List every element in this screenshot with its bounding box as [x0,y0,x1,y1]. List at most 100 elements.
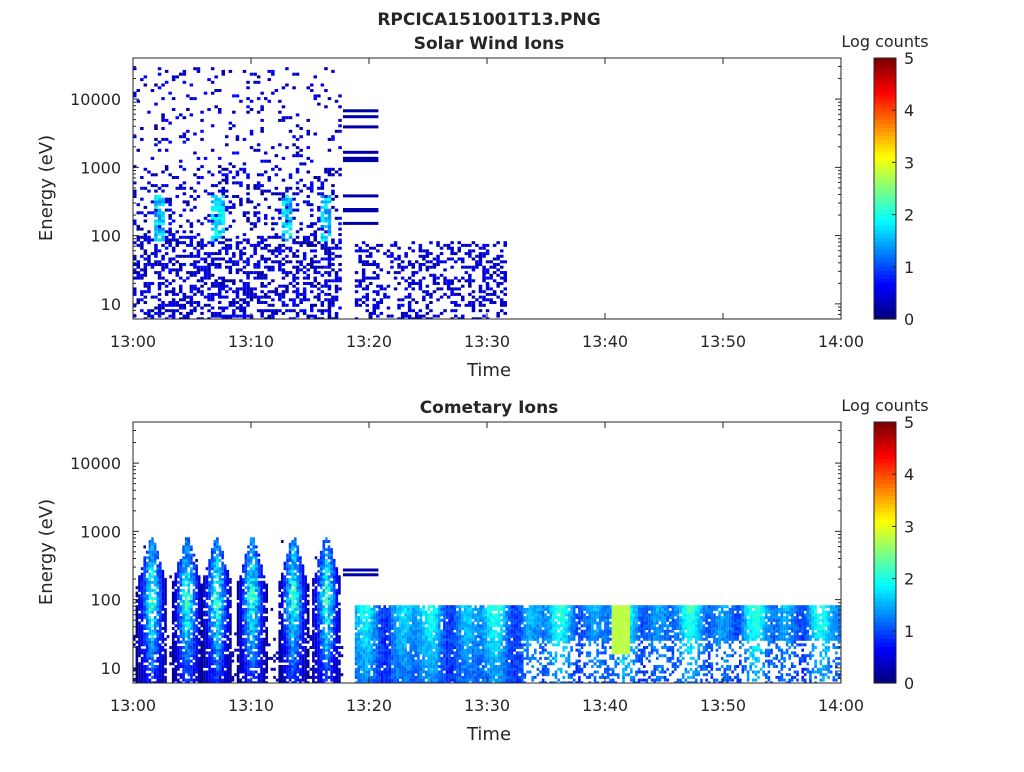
heatmap-cell [207,171,211,174]
heatmap-cell [172,233,176,236]
heatmap-cell [197,271,201,274]
heatmap-cell [154,220,158,223]
heatmap-cell [317,616,320,619]
heatmap-cell [185,622,188,625]
heatmap-cell [294,632,297,635]
heatmap-cell [292,309,296,312]
heatmap-cell [278,671,281,674]
colorbar-swatch [874,131,896,136]
heatmap-cell [357,654,360,657]
heatmap-cell [260,575,263,578]
heatmap-cell [252,646,255,649]
heatmap-cell [141,660,144,663]
heatmap-cell [204,266,208,269]
heatmap-cell [190,575,193,578]
heatmap-cell [219,662,222,665]
heatmap-cell [296,203,300,206]
heatmap-cell [317,564,320,567]
heatmap-cell [185,570,188,573]
heatmap-cell [159,646,162,649]
heatmap-cell [214,649,217,652]
heatmap-cell [310,244,314,247]
heatmap-cell [307,594,310,597]
heatmap-cell [204,268,208,271]
heatmap-cell [297,630,300,633]
heatmap-cell [156,619,159,622]
heatmap-cell [224,600,227,603]
heatmap-cell [183,116,187,119]
heatmap-cell [281,540,284,543]
heatmap-cell [289,592,292,595]
heatmap-cell [133,220,137,223]
heatmap-cell [156,649,159,652]
heatmap-cell [168,209,172,212]
heatmap-cell [328,586,331,589]
heatmap-cell [387,296,391,299]
heatmap-cell [180,559,183,562]
heatmap-cell [154,260,158,263]
heatmap-cell [299,616,302,619]
heatmap-cell [304,676,307,679]
heatmap-cell [201,673,204,676]
heatmap-cell [486,298,490,301]
heatmap-cell [289,679,292,682]
heatmap-cell [216,671,219,674]
heatmap-cell [182,619,185,622]
heatmap-cell [207,268,211,271]
heatmap-cell [206,676,209,679]
heatmap-cell [162,657,165,660]
colorbar-swatch [874,205,896,210]
heatmap-cell [263,622,266,625]
heatmap-cell [159,616,162,619]
heatmap-cell [291,559,294,562]
heatmap-cell [247,559,250,562]
heatmap-cell [243,301,247,304]
heatmap-cell [317,581,320,584]
heatmap-cell [422,258,426,261]
heatmap-cell [204,282,208,285]
heatmap-cell [440,296,444,299]
heatmap-cell [169,575,172,578]
heatmap-cell [208,597,211,600]
heatmap-cell [214,545,217,548]
heatmap-cell [373,312,377,315]
heatmap-cell [201,668,204,671]
heatmap-cell [338,217,342,220]
heatmap-cell [263,611,266,614]
heatmap-cell [141,581,144,584]
heatmap-cell [190,627,193,630]
heatmap-cell [224,567,227,570]
heatmap-cell [243,168,247,171]
heatmap-cell [314,244,318,247]
heatmap-cell [252,592,255,595]
heatmap-cell [330,589,333,592]
heatmap-cell [208,581,211,584]
heatmap-cell [260,309,264,312]
heatmap-cell [355,613,358,616]
heatmap-cell [168,214,172,217]
heatmap-cell [265,584,268,587]
heatmap-cell [177,575,180,578]
heatmap-cell [214,184,218,187]
heatmap-cell [250,651,253,654]
heatmap-cell [195,641,198,644]
colorbar-swatch [874,127,896,132]
heatmap-cell [321,285,325,288]
heatmap-cell [312,657,315,660]
heatmap-cell [284,668,287,671]
heatmap-cell [320,581,323,584]
heatmap-cell [291,676,294,679]
heatmap-cell [141,616,144,619]
heatmap-cell [161,233,165,236]
heatmap-cell [422,263,426,266]
heatmap-cell [221,665,224,668]
heatmap-cell [255,638,258,641]
heatmap-cell [193,285,197,288]
heatmap-cell [258,619,261,622]
heatmap-cell [143,660,146,663]
heatmap-cell [358,298,362,301]
heatmap-cell [426,255,430,258]
heatmap-cell [307,298,311,301]
heatmap-cell [285,187,289,190]
heatmap-cell [246,173,250,176]
